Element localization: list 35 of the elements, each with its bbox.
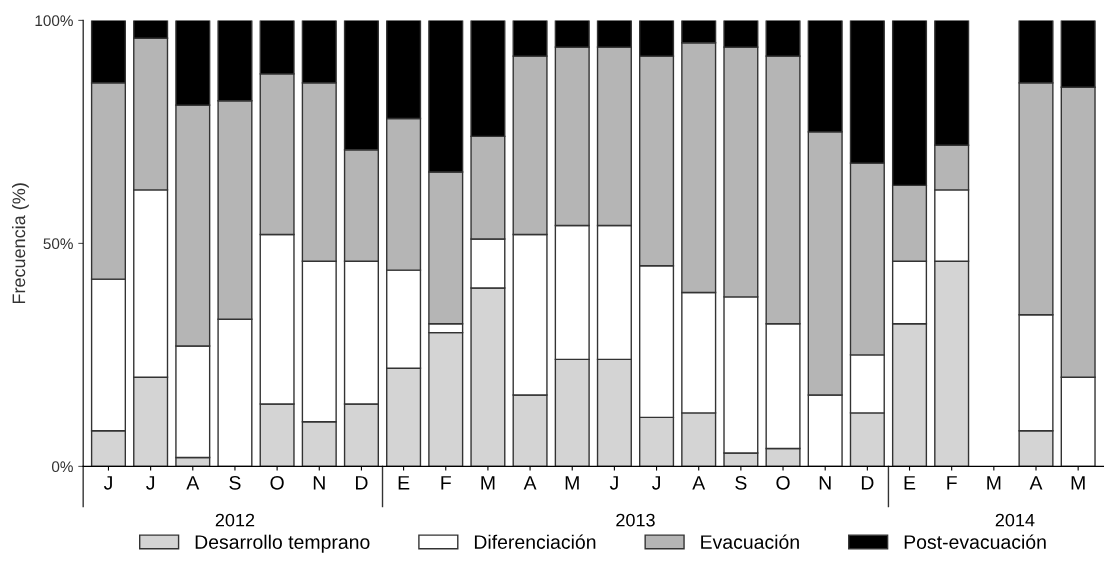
y-tick-label: 0% [51,461,73,473]
x-tick-label: A [1029,476,1043,490]
x-tick-label: S [229,475,241,490]
x-tick-label: J [146,476,155,490]
text: 2012 [215,513,255,527]
x-tick-label: M [565,476,579,490]
x-tick-label: A [692,476,706,490]
x-tick-label: A [186,476,200,490]
text: 2013 [616,513,655,527]
legend-label: Post-evacuación [904,534,1046,549]
x-tick-label: M [481,476,495,490]
x-tick-label: M [1071,476,1085,490]
y-tick-label: 50% [43,238,73,250]
x-tick-label: O [776,475,790,490]
x-tick-label: D [356,476,368,490]
x-tick-label: F [947,476,957,490]
x-tick-label: J [652,476,660,490]
x-tick-label: N [819,476,831,490]
x-tick-label: E [398,476,410,490]
x-tick-label: E [904,476,916,490]
x-tick-label: F [441,476,451,490]
x-tick-label: J [609,476,618,490]
text: 2014 [995,513,1035,527]
x-tick-label: A [523,476,537,490]
legend-label: Evacuación [701,534,799,549]
x-tick-label: O [270,475,284,490]
y-tick-label: 100% [35,15,73,27]
x-tick-label: J [103,476,112,490]
y-axis-title: Frecuencia (%) [11,183,29,304]
x-tick-label: S [735,475,747,490]
legend-label: Desarrollo temprano [195,534,370,553]
x-tick-label: N [313,476,325,490]
legend-label: Diferenciación [474,534,596,549]
x-tick-label: M [987,476,1001,490]
x-tick-label: D [861,476,874,490]
